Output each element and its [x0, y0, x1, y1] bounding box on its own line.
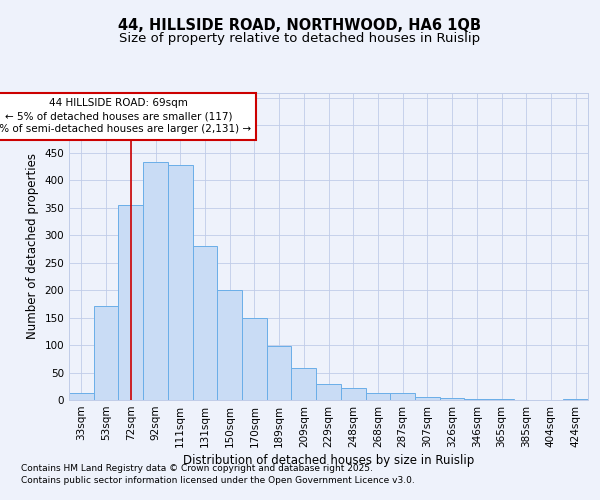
Bar	[415, 398, 440, 400]
Bar	[94, 306, 118, 400]
Bar	[292, 368, 316, 400]
Bar	[365, 394, 390, 400]
Bar	[464, 399, 489, 400]
Text: 44 HILLSIDE ROAD: 69sqm
← 5% of detached houses are smaller (117)
94% of semi-de: 44 HILLSIDE ROAD: 69sqm ← 5% of detached…	[0, 98, 251, 134]
Bar	[69, 394, 94, 400]
Text: 44, HILLSIDE ROAD, NORTHWOOD, HA6 1QB: 44, HILLSIDE ROAD, NORTHWOOD, HA6 1QB	[119, 18, 482, 32]
Bar	[118, 205, 143, 400]
Bar	[267, 346, 292, 400]
Bar	[143, 162, 168, 400]
Bar	[341, 388, 365, 400]
Bar	[390, 393, 415, 400]
Bar	[316, 384, 341, 400]
Text: Contains public sector information licensed under the Open Government Licence v3: Contains public sector information licen…	[21, 476, 415, 485]
Bar	[168, 165, 193, 400]
Bar	[242, 318, 267, 400]
Text: Size of property relative to detached houses in Ruislip: Size of property relative to detached ho…	[119, 32, 481, 45]
Text: Contains HM Land Registry data © Crown copyright and database right 2025.: Contains HM Land Registry data © Crown c…	[21, 464, 373, 473]
Y-axis label: Number of detached properties: Number of detached properties	[26, 153, 39, 339]
Bar	[193, 246, 217, 400]
Bar	[440, 398, 464, 400]
X-axis label: Distribution of detached houses by size in Ruislip: Distribution of detached houses by size …	[183, 454, 474, 467]
Bar	[217, 290, 242, 400]
